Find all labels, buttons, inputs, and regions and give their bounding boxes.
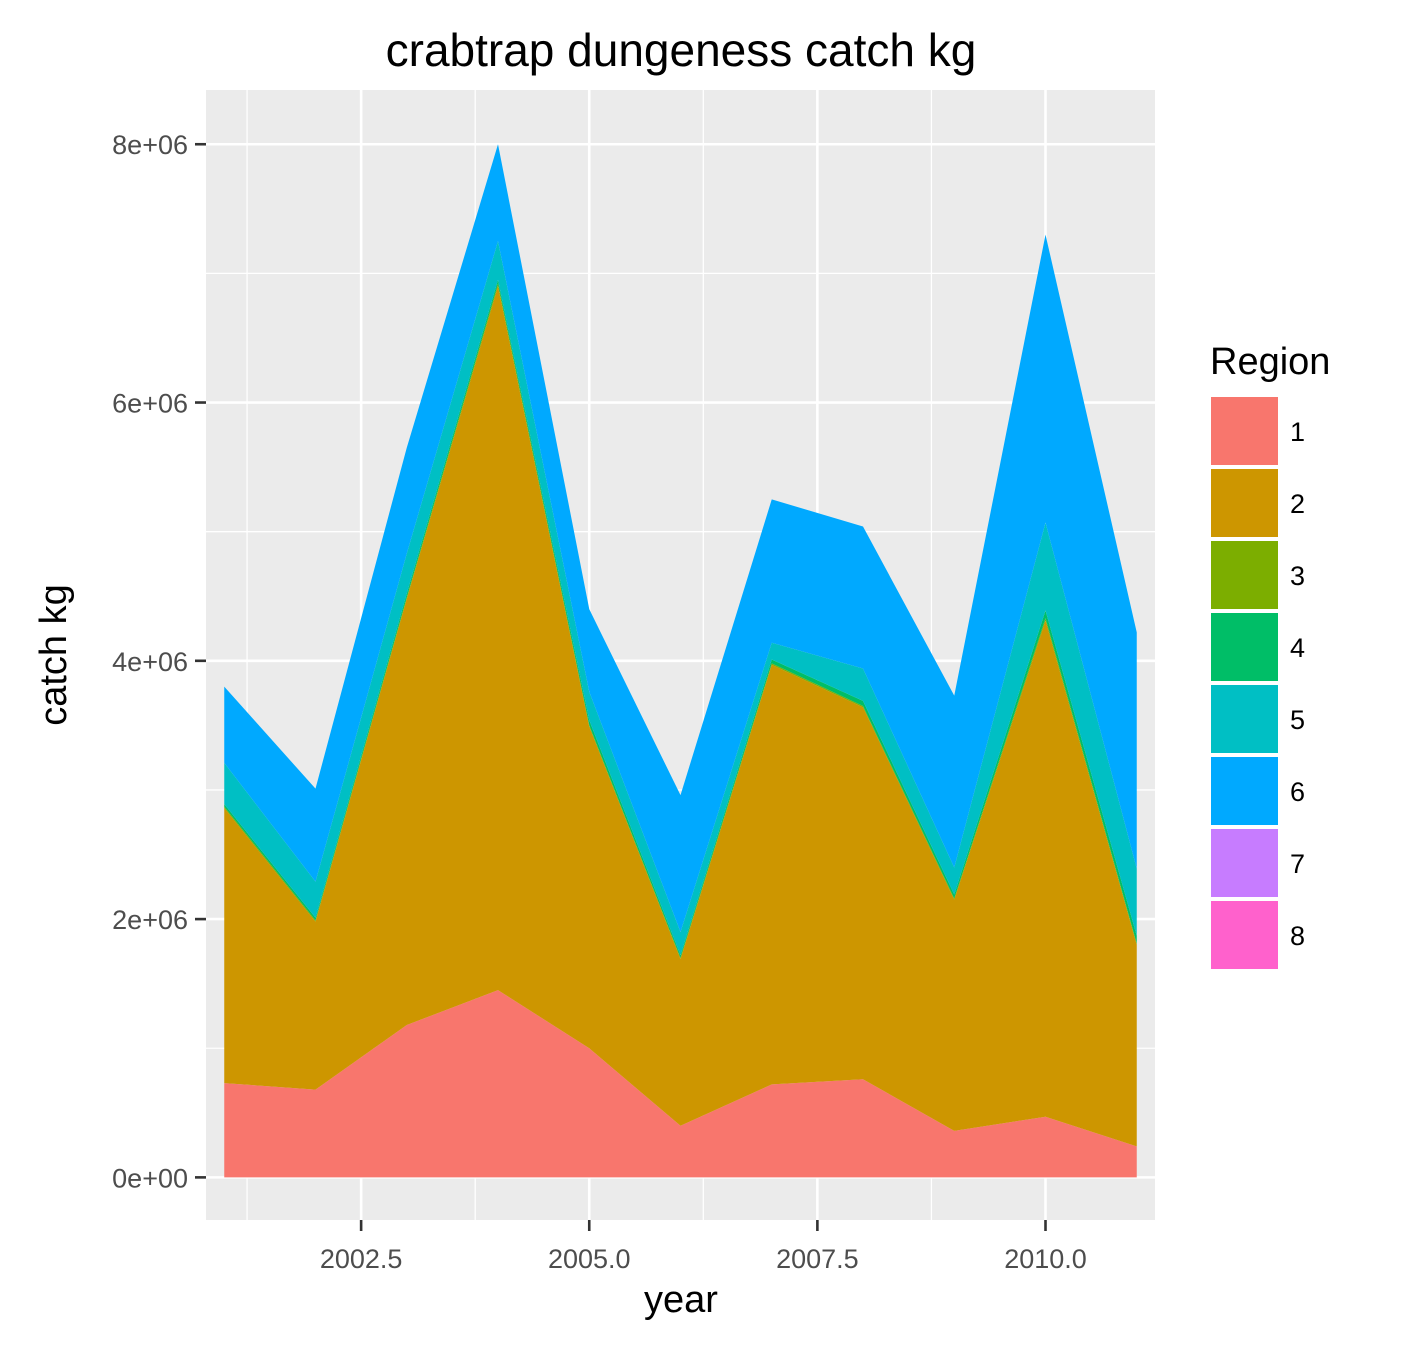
x-axis: 2002.5 2005.0 2007.5 2010.0 bbox=[320, 1220, 1087, 1274]
legend-label-3: 3 bbox=[1290, 561, 1305, 591]
y-tick-label: 2e+06 bbox=[112, 905, 188, 935]
area-region-5 bbox=[224, 241, 1137, 956]
legend: Region 1 2 3 4 5 6 7 8 bbox=[1210, 341, 1330, 969]
legend-key-8 bbox=[1211, 901, 1278, 969]
legend-label-4: 4 bbox=[1290, 633, 1305, 663]
x-axis-title: year bbox=[644, 1279, 718, 1321]
area-region-2 bbox=[224, 286, 1137, 1147]
stacked-areas bbox=[224, 144, 1137, 1178]
legend-label-6: 6 bbox=[1290, 777, 1305, 807]
y-axis-title: catch kg bbox=[33, 584, 75, 726]
y-tick-label: 8e+06 bbox=[112, 130, 188, 160]
legend-title: Region bbox=[1210, 341, 1330, 383]
legend-key-3 bbox=[1211, 541, 1278, 609]
x-tick-label: 2005.0 bbox=[548, 1244, 631, 1274]
legend-label-1: 1 bbox=[1290, 417, 1305, 447]
x-tick-label: 2007.5 bbox=[776, 1244, 859, 1274]
legend-key-1 bbox=[1211, 397, 1278, 465]
legend-key-7 bbox=[1211, 829, 1278, 897]
area-region-1 bbox=[224, 990, 1137, 1178]
legend-key-5 bbox=[1211, 685, 1278, 753]
area-region-6 bbox=[224, 144, 1137, 933]
chart-title: crabtrap dungeness catch kg bbox=[386, 24, 977, 76]
legend-key-6 bbox=[1211, 757, 1278, 825]
legend-key-2 bbox=[1211, 469, 1278, 537]
y-tick-label: 6e+06 bbox=[112, 389, 188, 419]
y-tick-label: 0e+00 bbox=[112, 1163, 188, 1193]
legend-label-2: 2 bbox=[1290, 489, 1305, 519]
y-tick-label: 4e+06 bbox=[112, 647, 188, 677]
legend-label-8: 8 bbox=[1290, 921, 1305, 951]
y-axis: 0e+00 2e+06 4e+06 6e+06 8e+06 bbox=[112, 130, 206, 1193]
x-tick-label: 2002.5 bbox=[320, 1244, 403, 1274]
legend-key-4 bbox=[1211, 613, 1278, 681]
legend-label-7: 7 bbox=[1290, 849, 1305, 879]
x-tick-label: 2010.0 bbox=[1004, 1244, 1087, 1274]
legend-label-5: 5 bbox=[1290, 705, 1305, 735]
